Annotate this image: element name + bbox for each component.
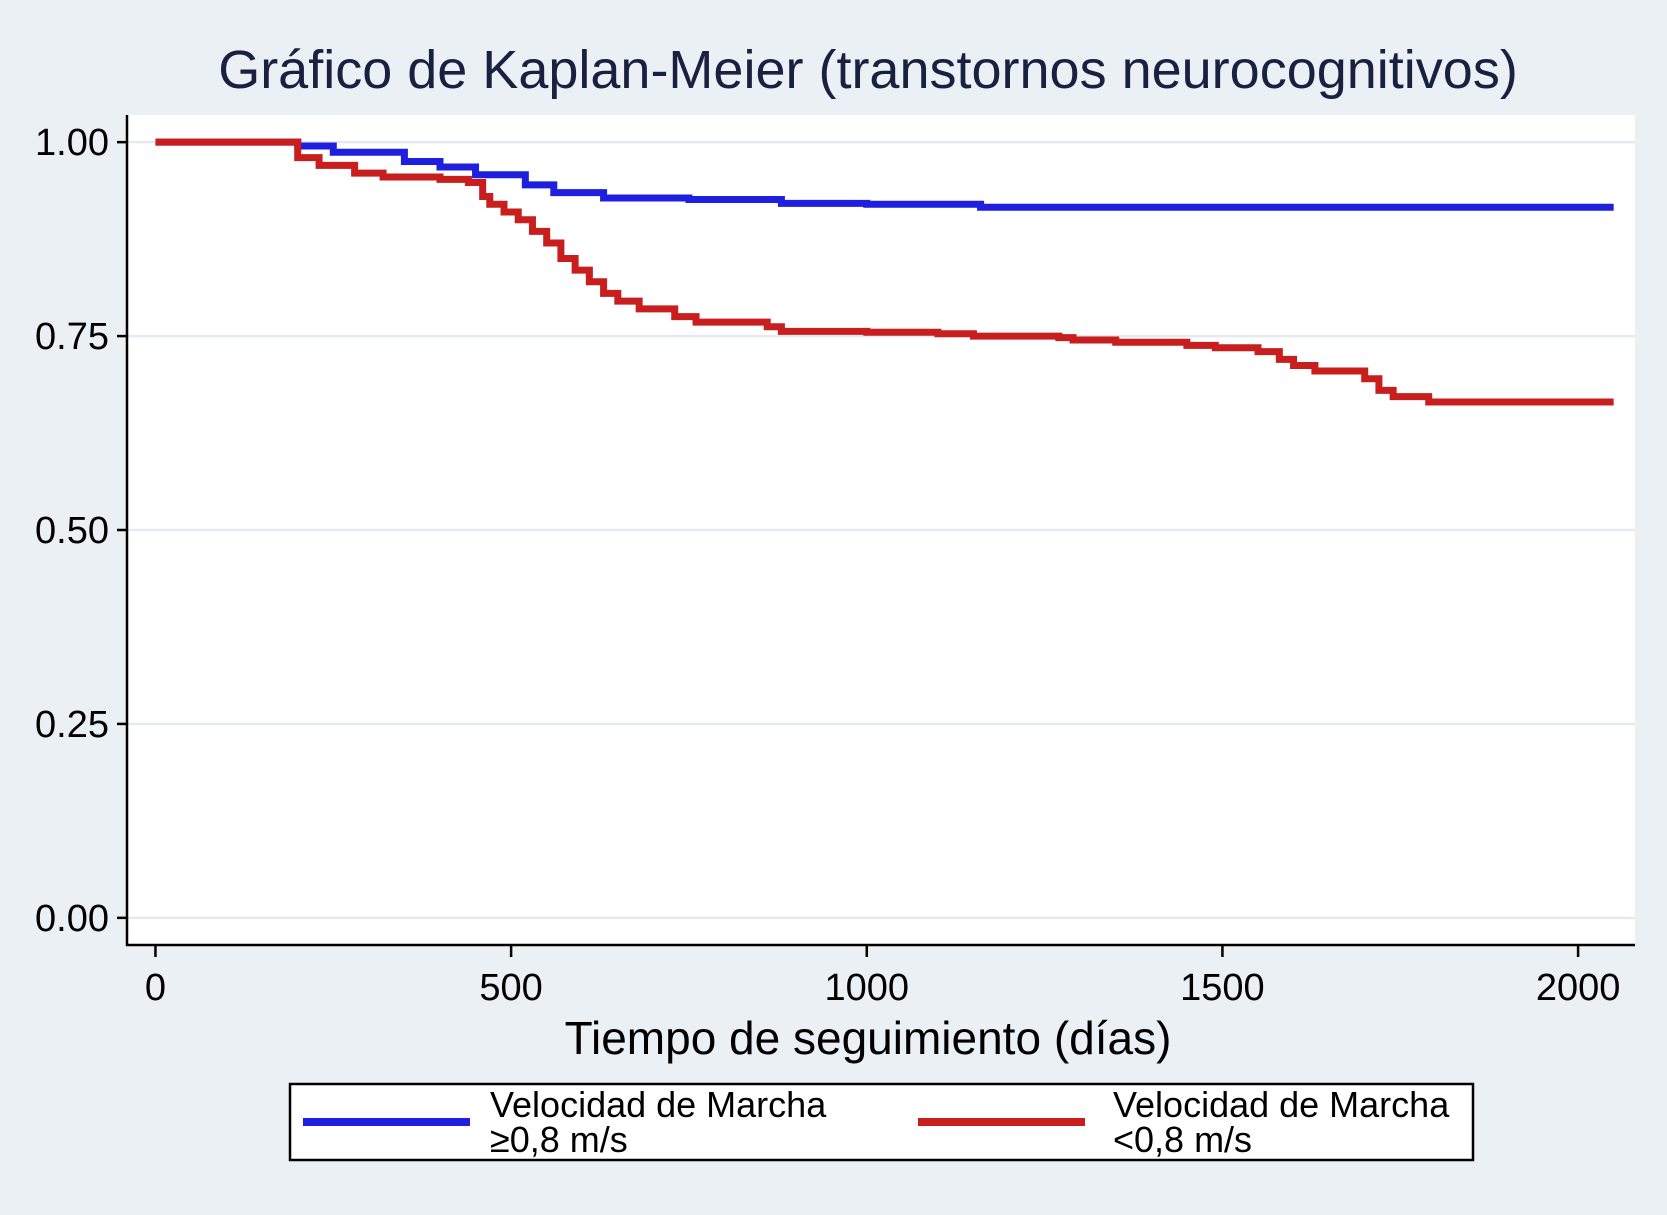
x-tick-label-1: 500 (479, 967, 542, 1009)
x-tick-label-3: 1500 (1180, 967, 1265, 1009)
legend-label-0: Velocidad de Marcha ≥0,8 m/s (490, 1084, 827, 1160)
y-tick-label-0: 0.00 (35, 898, 109, 940)
x-tick-label-2: 1000 (825, 967, 910, 1009)
y-tick-label-3: 0.75 (35, 316, 109, 358)
y-tick-label-4: 1.00 (35, 122, 109, 164)
legend-label-line: Velocidad de Marcha (490, 1084, 827, 1125)
y-tick-label-2: 0.50 (35, 510, 109, 552)
series-line-1 (155, 138, 1614, 406)
chart-title: Gráfico de Kaplan-Meier (transtornos neu… (218, 40, 1518, 100)
legend-label-1: Velocidad de Marcha <0,8 m/s (1113, 1084, 1450, 1160)
grid-lines (127, 140, 1635, 920)
series-layer (155, 138, 1614, 406)
x-tick-label-4: 2000 (1536, 967, 1621, 1009)
legend-label-line: ≥0,8 m/s (490, 1119, 628, 1160)
axes-layer: 0.00 0.25 0.50 0.75 1.00 0 500 1000 1500 2000 (35, 115, 1635, 1009)
legend-label-line: Velocidad de Marcha (1113, 1084, 1450, 1125)
x-tick-label-0: 0 (145, 967, 166, 1009)
x-axis-title: Tiempo de seguimiento (días) (565, 1012, 1172, 1064)
series-line-0 (155, 138, 1614, 211)
legend-box (288, 1082, 1475, 1162)
y-tick-label-1: 0.25 (35, 704, 109, 746)
legend-label-line: <0,8 m/s (1113, 1119, 1252, 1160)
